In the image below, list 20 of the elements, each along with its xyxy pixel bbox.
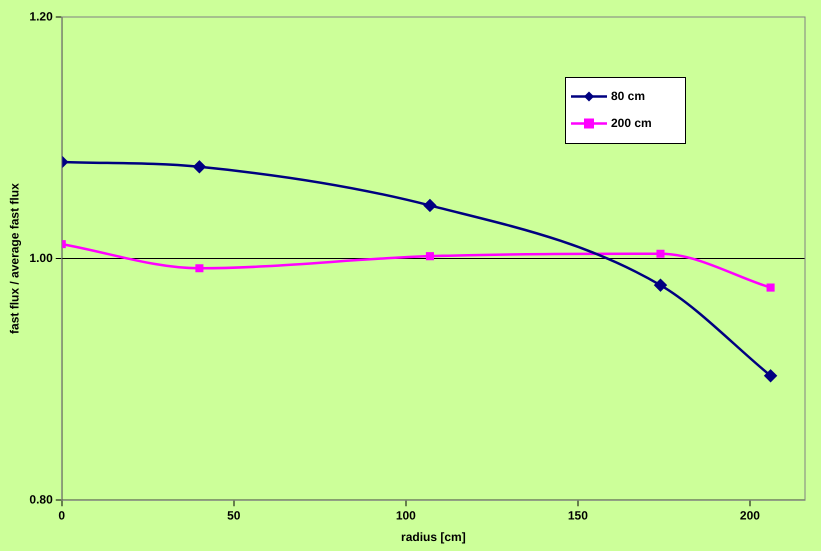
point [423,198,436,212]
x-tick-label: 100 [396,508,416,523]
point [766,284,775,292]
point [192,160,206,174]
x-tick-label: 150 [568,508,588,523]
point [764,369,778,382]
legend-label: 200 cm [611,116,652,130]
point [426,252,434,260]
y-axis-title: fast flux / average fast flux [8,182,22,334]
point [656,250,665,258]
legend-label: 80 cm [611,88,646,103]
y-tick-label: 1.00 [29,250,54,265]
y-tick-label: 0.80 [29,492,54,507]
x-tick-label: 50 [227,508,241,523]
x-axis-title: radius [cm] [401,530,466,544]
x-tick-label: 0 [58,508,66,523]
point [654,278,667,292]
y-tick-label: 1.20 [29,9,54,24]
x-tick-label: 200 [740,508,760,523]
point [195,264,204,272]
